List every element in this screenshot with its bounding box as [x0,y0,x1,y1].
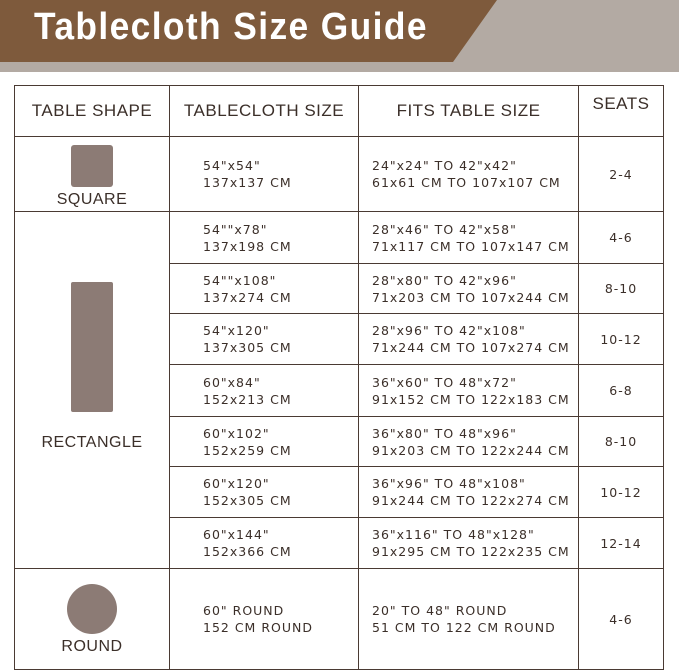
fits-table-size-cell: 36"x60" TO 48"x72" 91x152 CM TO 122x183 C… [358,364,579,417]
fits-inches: 36"x80" TO 48"x96" [372,425,517,441]
table-row: 60"x102" 152x259 CM 36"x80" TO 48"x96" 91x2… [15,416,664,467]
fits-table-size-cell: 36"x116" TO 48"x128" 91x295 CM TO 122x235… [358,517,579,569]
table-row: 60"x84" 152x213 CM 36"x60" TO 48"x72" 91x15… [15,364,664,417]
fits-table-size-cell: 28"x96" TO 42"x108" 71x244 CM TO 107x274 … [358,313,579,365]
size-inches: 60"x120" [203,476,270,491]
table-row: RECTANGLE 54""x78" 137x198 CM 28"x46" TO 42… [14,211,664,569]
table-row: 60"x144" 152x366 CM 36"x116" TO 48"x128" 91… [15,517,664,569]
size-cm: 152 CM ROUND [203,620,313,635]
tablecloth-size-cell: 60"x120" 152x305 CM [169,466,359,518]
fits-table-size-cell: 24"x24" TO 42"x42" 61x61 CM TO 107x107 CM [358,136,579,212]
fits-inches: 28"x80" TO 42"x96" [372,272,517,288]
size-cm: 152x213 CM [203,391,292,407]
size-cm: 137x305 CM [203,340,292,355]
seats-cell: 8-10 [578,416,664,467]
size-cm: 152x259 CM [203,442,292,458]
seats-cell: 6-8 [578,364,664,417]
size-inches: 60"x144" [203,527,270,542]
fits-cm: 91x295 CM TO 122x235 CM [372,544,570,559]
shape-cell-square: SQUARE [14,136,170,212]
table-row: 54""x108" 137x274 CM 28"x80" TO 42"x96" 71x… [15,263,664,314]
size-cm: 152x305 CM [203,493,292,508]
fits-inches: 24"x24" TO 42"x42" [372,158,517,173]
fits-cm: 91x152 CM TO 122x183 CM [372,391,570,407]
fits-table-size-cell: 28"x46" TO 42"x58" 71x117 CM TO 107x147 C… [358,211,579,264]
fits-inches: 20" TO 48" ROUND [372,603,508,618]
fits-cm: 51 CM TO 122 CM ROUND [372,620,556,635]
round-shape-icon [67,584,117,634]
seats-cell: 4-6 [578,568,664,670]
shape-label: RECTANGLE [41,434,143,451]
title-banner [0,0,497,62]
fits-inches: 28"x96" TO 42"x108" [372,323,526,338]
size-inches: 54""x78" [203,221,268,237]
table-row: ROUND 60" ROUND 152 CM ROUND 20" TO 48" ROU… [14,568,664,670]
fits-cm: 71x203 CM TO 107x244 CM [372,289,570,305]
tablecloth-size-cell: 54"x120" 137x305 CM [169,313,359,365]
tablecloth-size-cell: 60"x144" 152x366 CM [169,517,359,569]
shape-label: ROUND [61,638,123,655]
fits-table-size-cell: 36"x96" TO 48"x108" 91x244 CM TO 122x274 … [358,466,579,518]
size-inches: 54""x108" [203,272,277,288]
size-inches: 60"x102" [203,425,270,441]
tablecloth-size-cell: 54""x108" 137x274 CM [169,263,359,314]
tablecloth-size-cell: 54"x54" 137x137 CM [169,136,359,212]
size-guide-table: TABLE SHAPE TABLECLOTH SIZE FITS TABLE S… [14,85,664,670]
header-fits-table-size: FITS TABLE SIZE [358,85,579,137]
seats-cell: 10-12 [578,313,664,365]
size-cm: 137x137 CM [203,175,292,190]
seats-cell: 10-12 [578,466,664,518]
fits-inches: 28"x46" TO 42"x58" [372,221,517,237]
rectangle-shape-icon [71,282,113,412]
table-row: 54"x120" 137x305 CM 28"x96" TO 42"x108" 71x… [15,313,664,365]
fits-inches: 36"x60" TO 48"x72" [372,374,517,390]
shape-label: SQUARE [56,191,128,208]
fits-cm: 91x244 CM TO 122x274 CM [372,493,570,508]
tablecloth-size-cell: 60"x102" 152x259 CM [169,416,359,467]
seats-cell: 8-10 [578,263,664,314]
header-row: TABLE SHAPE TABLECLOTH SIZE FITS TABLE S… [14,85,664,137]
fits-inches: 36"x116" TO 48"x128" [372,527,535,542]
size-cm: 137x274 CM [203,289,292,305]
shape-cell-round: ROUND [14,568,170,670]
shape-cell-rectangle: RECTANGLE [14,211,170,569]
header-tablecloth-size: TABLECLOTH SIZE [169,85,359,137]
page-title: Tablecloth Size Guide [34,6,428,48]
fits-cm: 61x61 CM TO 107x107 CM [372,175,561,190]
fits-cm: 71x117 CM TO 107x147 CM [372,238,570,254]
tablecloth-size-cell: 54""x78" 137x198 CM [169,211,359,264]
fits-cm: 71x244 CM TO 107x274 CM [372,340,570,355]
fits-cm: 91x203 CM TO 122x244 CM [372,442,570,458]
table-row: SQUARE 54"x54" 137x137 CM 24"x24" TO 42"x42… [14,136,664,212]
square-shape-icon [71,145,113,187]
tablecloth-size-cell: 60" ROUND 152 CM ROUND [169,568,359,670]
fits-table-size-cell: 20" TO 48" ROUND 51 CM TO 122 CM ROUND [358,568,579,670]
size-cm: 152x366 CM [203,544,292,559]
seats-cell: 2-4 [578,136,664,212]
size-cm: 137x198 CM [203,238,292,254]
size-inches: 54"x54" [203,158,261,173]
fits-table-size-cell: 36"x80" TO 48"x96" 91x203 CM TO 122x244 C… [358,416,579,467]
seats-cell: 12-14 [578,517,664,569]
header-seats: SEATS [578,85,664,137]
fits-inches: 36"x96" TO 48"x108" [372,476,526,491]
tablecloth-size-cell: 60"x84" 152x213 CM [169,364,359,417]
seats-cell: 4-6 [578,211,664,264]
size-inches: 54"x120" [203,323,270,338]
size-inches: 60"x84" [203,374,261,390]
size-inches: 60" ROUND [203,603,285,618]
table-row: 60"x120" 152x305 CM 36"x96" TO 48"x108" 91x… [15,466,664,518]
header-table-shape: TABLE SHAPE [14,85,170,137]
fits-table-size-cell: 28"x80" TO 42"x96" 71x203 CM TO 107x244 C… [358,263,579,314]
